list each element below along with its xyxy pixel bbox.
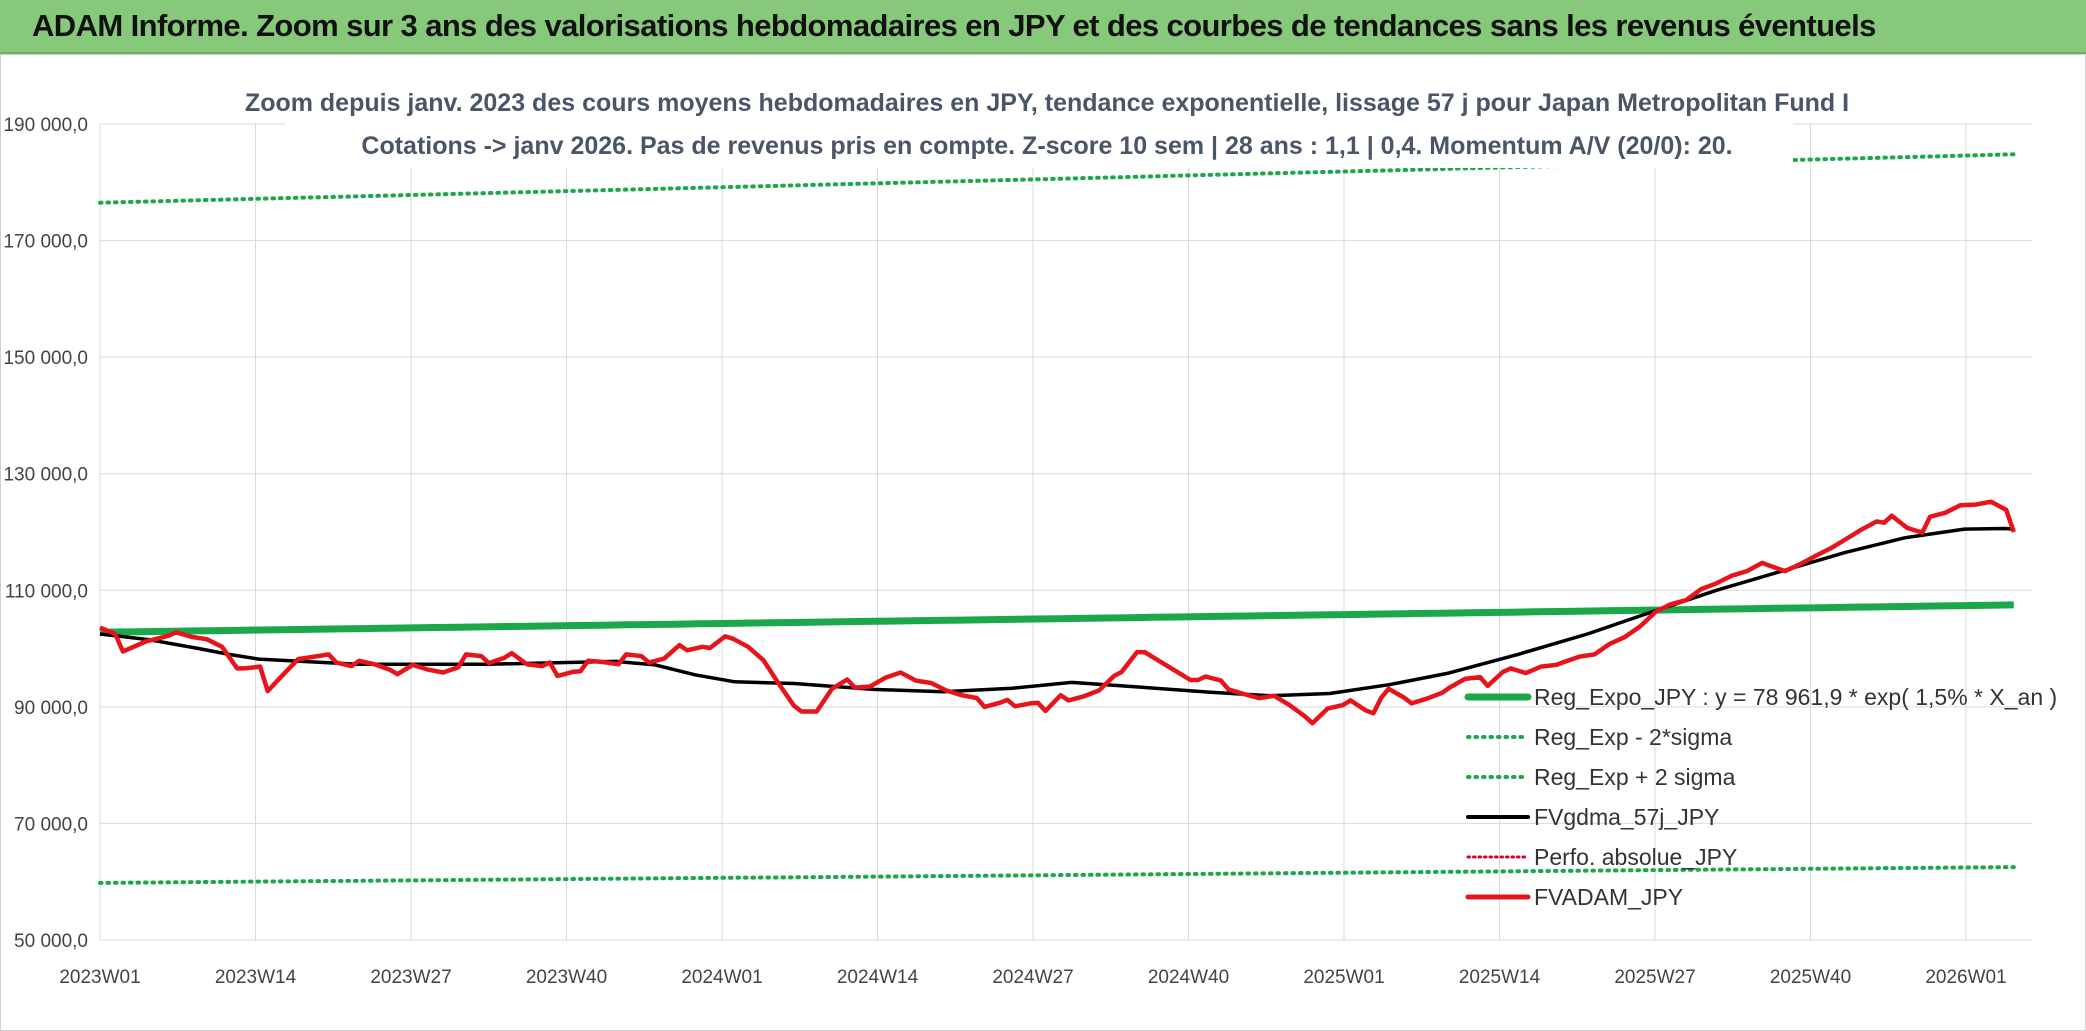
- title-background: [285, 82, 1793, 168]
- report-title: ADAM Informe. Zoom sur 3 ans des valoris…: [32, 8, 1876, 43]
- chart-titles: Zoom depuis janv. 2023 des cours moyens …: [245, 82, 1849, 168]
- legend-reg-exp-minus-2-sigma: Reg_Exp - 2*sigma: [1534, 724, 1732, 750]
- series-fvadam-jpy: [99, 499, 2016, 726]
- y-tick-label: 50 000,0: [14, 931, 88, 952]
- legend-fvadam-jpy: FVADAM_JPY: [1534, 884, 1683, 910]
- chart-gridlines: [99, 123, 2032, 941]
- y-axis-ticks: 50 000,0 70 000,0 90 000,0 110 000,0 130 000…: [3, 115, 88, 952]
- series-reg-expo-jpy: [99, 601, 2014, 636]
- chart-legend: Reg_Expo_JPY : y = 78 961,9 * exp( 1,5% …: [1464, 684, 2057, 910]
- report-banner: ADAM Informe. Zoom sur 3 ans des valoris…: [0, 0, 2086, 54]
- x-tick-label: 2023W27: [370, 967, 451, 988]
- x-tick-label: 2024W14: [837, 967, 919, 988]
- y-tick-label: 170 000,0: [3, 232, 88, 253]
- chart-title-line-1: Zoom depuis janv. 2023 des cours moyens …: [245, 89, 1849, 117]
- y-tick-label: 130 000,0: [3, 465, 88, 486]
- x-tick-label: 2025W01: [1303, 967, 1384, 988]
- x-tick-label: 2023W14: [215, 967, 297, 988]
- x-tick-label: 2024W40: [1148, 967, 1229, 988]
- chart: 50 000,0 70 000,0 90 000,0 110 000,0 130 000…: [3, 82, 2057, 988]
- legend-perfo-absolue-jpy: Perfo. absolue_JPY: [1534, 844, 1737, 870]
- y-tick-label: 190 000,0: [3, 115, 88, 136]
- legend-fvgdma-57j-jpy: FVgdma_57j_JPY: [1534, 804, 1719, 830]
- chart-series: [98, 152, 2016, 885]
- x-tick-label: 2023W40: [526, 967, 607, 988]
- x-axis-ticks: 2023W01 2023W14 2023W27 2023W40 2024W01 2024W…: [59, 967, 2006, 988]
- y-tick-label: 150 000,0: [3, 348, 88, 369]
- x-tick-label: 2025W27: [1614, 967, 1695, 988]
- x-tick-label: 2024W01: [681, 967, 762, 988]
- x-tick-label: 2023W01: [59, 967, 140, 988]
- x-tick-label: 2024W27: [992, 967, 1073, 988]
- y-tick-label: 110 000,0: [5, 581, 88, 602]
- legend-reg-exp-plus-2-sigma: Reg_Exp + 2 sigma: [1534, 764, 1736, 790]
- y-tick-label: 70 000,0: [14, 814, 88, 835]
- chart-title-line-2: Cotations -> janv 2026. Pas de revenus p…: [361, 132, 1732, 160]
- x-tick-label: 2025W40: [1770, 967, 1851, 988]
- y-tick-label: 90 000,0: [14, 698, 88, 719]
- legend-reg-expo-jpy: Reg_Expo_JPY : y = 78 961,9 * exp( 1,5% …: [1534, 684, 2057, 710]
- x-tick-label: 2026W01: [1925, 967, 2006, 988]
- x-tick-label: 2025W14: [1459, 967, 1541, 988]
